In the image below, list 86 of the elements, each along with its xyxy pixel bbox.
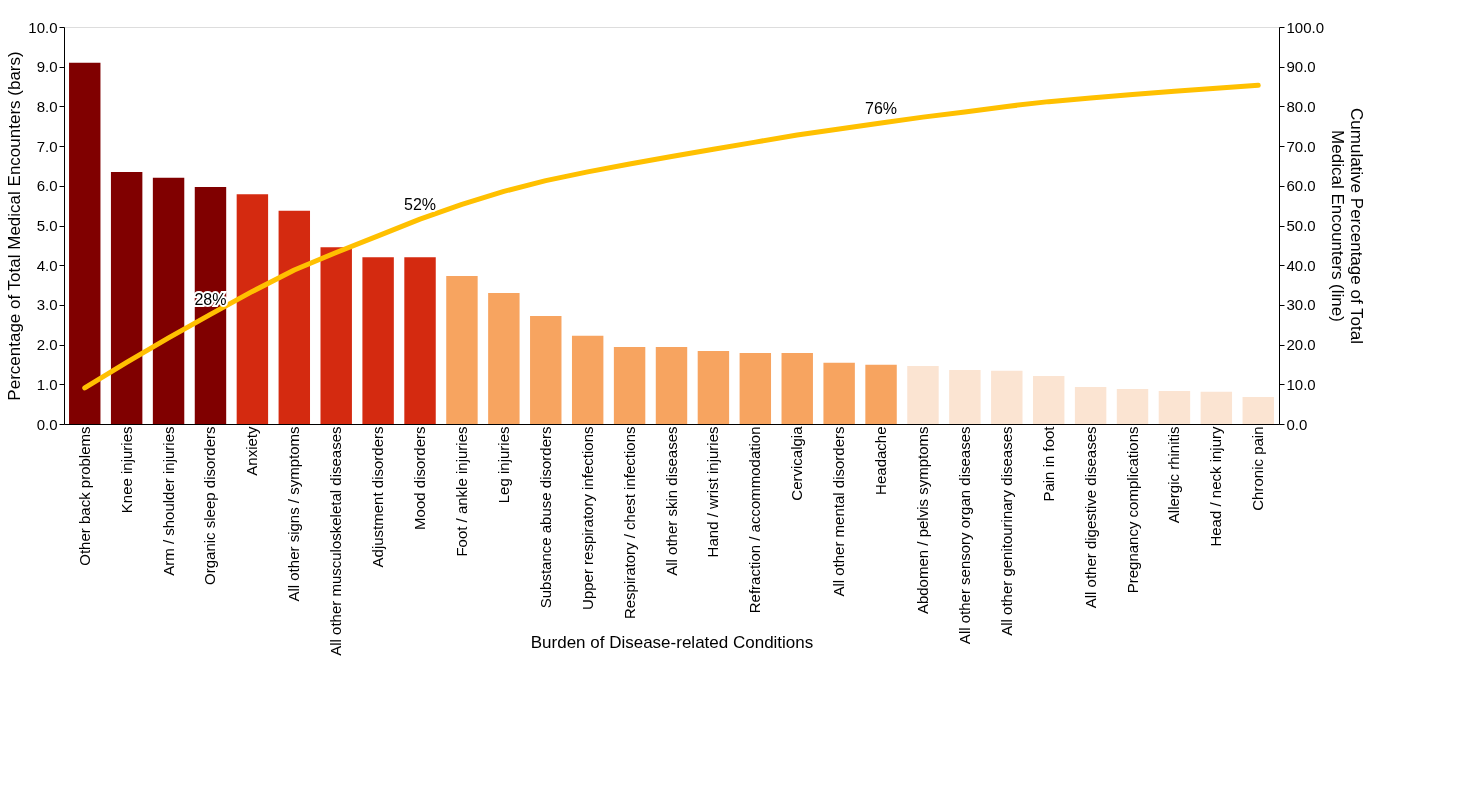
x-tick-label: Substance abuse disorders xyxy=(536,426,554,609)
bar xyxy=(655,346,688,424)
x-tick-label: Mood disorders xyxy=(411,426,429,530)
x-tick-label: Refraction / accommodation xyxy=(746,426,764,614)
y-tick-label: 9.0 xyxy=(36,58,58,76)
bar xyxy=(362,257,394,424)
y-axis-title: Percentage of Total Medical Encounters (bars) xyxy=(5,51,25,401)
y-tick-label: 4.0 xyxy=(36,256,58,274)
bar xyxy=(278,210,311,424)
x-tick-label: All other genitourinary diseases xyxy=(997,426,1015,636)
y2-tick-label: 100.0 xyxy=(1286,18,1325,36)
y2-tick-label: 0.0 xyxy=(1286,415,1308,433)
bar xyxy=(865,364,897,424)
y-tick-label: 7.0 xyxy=(36,137,58,155)
x-tick-label: Head / neck injury xyxy=(1207,426,1225,547)
bar xyxy=(1200,391,1233,424)
bar xyxy=(530,316,562,424)
x-tick-label: Pain in foot xyxy=(1039,425,1057,502)
x-tick-label: Chronic pain xyxy=(1249,426,1267,511)
bar xyxy=(1032,375,1065,424)
data-label: 76% xyxy=(865,100,898,118)
bar xyxy=(949,370,981,424)
y2-tick-label: 20.0 xyxy=(1286,336,1316,354)
y-tick-label: 10.0 xyxy=(28,18,58,36)
x-tick-label: Anxiety xyxy=(243,426,261,476)
y-tick-label: 3.0 xyxy=(36,296,58,314)
y2-tick-label: 40.0 xyxy=(1286,256,1316,274)
x-tick-label: All other signs / symptoms xyxy=(285,426,303,602)
y2-tick-label: 90.0 xyxy=(1286,58,1316,76)
bar xyxy=(907,366,939,424)
data-label: 28% xyxy=(194,291,227,309)
y-tick-label: 0.0 xyxy=(36,415,58,433)
y2-tick-label: 10.0 xyxy=(1286,375,1316,393)
bar xyxy=(697,350,730,424)
x-tick-label: Pregnancy complications xyxy=(1123,426,1141,594)
y-tick-label: 1.0 xyxy=(36,375,58,393)
y2-tick-label: 50.0 xyxy=(1286,217,1316,234)
x-tick-label: Respiratory / chest infections xyxy=(620,426,638,620)
x-tick-label: All other digestive diseases xyxy=(1081,426,1099,609)
y-tick-label: 2.0 xyxy=(36,336,58,354)
bar xyxy=(194,186,227,424)
bar xyxy=(571,335,604,424)
x-tick-label: Organic sleep disorders xyxy=(201,426,219,585)
x-tick-label: All other skin diseases xyxy=(662,426,680,576)
x-tick-label: Upper respiratory infections xyxy=(578,426,596,610)
data-label: 52% xyxy=(404,196,437,214)
x-tick-label: Allergic rhinitis xyxy=(1165,426,1183,524)
bar xyxy=(320,247,352,424)
x-tick-label: Hand / wrist injuries xyxy=(704,426,722,558)
x-tick-label: Knee injuries xyxy=(117,426,135,514)
bar xyxy=(613,346,646,424)
bar xyxy=(1242,397,1274,424)
x-tick-label: Adjustment disorders xyxy=(369,426,387,568)
bar xyxy=(739,352,772,424)
bar xyxy=(1116,389,1149,424)
bar xyxy=(488,292,520,424)
x-tick-label: Abdomen / pelvis symptoms xyxy=(913,426,931,615)
x-tick-label: Foot / ankle injuries xyxy=(452,426,470,557)
x-tick-label: All other sensory organ diseases xyxy=(955,426,973,645)
y-tick-label: 5.0 xyxy=(36,217,58,234)
x-tick-label: All other musculoskeletal diseases xyxy=(327,426,345,656)
bar xyxy=(1158,391,1191,424)
y-tick-label: 6.0 xyxy=(36,177,58,195)
bar xyxy=(152,177,185,424)
x-tick-label: Other back problems xyxy=(75,426,93,566)
x-axis-title: Burden of Disease-related Conditions xyxy=(530,632,814,652)
bar xyxy=(446,275,478,424)
y2-tick-label: 60.0 xyxy=(1286,177,1316,195)
x-tick-label: Arm / shoulder injuries xyxy=(159,426,177,576)
x-tick-label: Cervicalgia xyxy=(788,425,806,501)
bar xyxy=(69,62,101,424)
x-tick-label: Leg injuries xyxy=(494,426,512,504)
bar xyxy=(1074,387,1107,424)
bar xyxy=(823,362,855,424)
bar xyxy=(781,352,813,424)
y2-tick-label: 70.0 xyxy=(1286,137,1316,155)
y2-tick-label: 30.0 xyxy=(1286,296,1316,314)
bar xyxy=(991,370,1023,424)
bar xyxy=(236,194,269,424)
y2-axis-title: Cumulative Percentage of Total Medical Encounters (line) xyxy=(1328,108,1367,344)
bar xyxy=(110,171,143,424)
y-tick-label: 8.0 xyxy=(36,97,58,115)
x-tick-label: All other mental disorders xyxy=(830,426,848,597)
x-tick-label: Headache xyxy=(872,426,890,495)
y2-tick-label: 80.0 xyxy=(1286,97,1316,115)
bar xyxy=(404,257,436,424)
